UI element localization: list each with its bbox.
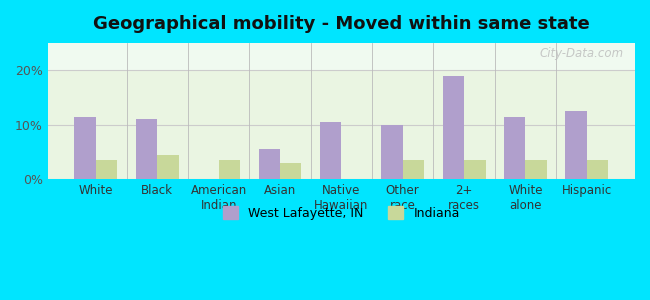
Bar: [75, 117, 96, 179]
Bar: [157, 155, 179, 179]
Bar: [382, 125, 403, 179]
Text: City-Data.com: City-Data.com: [539, 47, 623, 60]
Bar: [443, 76, 464, 179]
Bar: [280, 163, 302, 179]
Bar: [566, 111, 587, 179]
Bar: [464, 160, 486, 179]
Bar: [259, 149, 280, 179]
Bar: [525, 160, 547, 179]
Bar: [47, 70, 635, 179]
Legend: West Lafayette, IN, Indiana: West Lafayette, IN, Indiana: [218, 202, 465, 225]
Bar: [136, 119, 157, 179]
Bar: [320, 122, 341, 179]
Bar: [504, 117, 525, 179]
Bar: [47, 43, 635, 70]
Bar: [96, 160, 118, 179]
Bar: [218, 160, 240, 179]
Bar: [587, 160, 608, 179]
Title: Geographical mobility - Moved within same state: Geographical mobility - Moved within sam…: [93, 15, 590, 33]
Bar: [403, 160, 424, 179]
